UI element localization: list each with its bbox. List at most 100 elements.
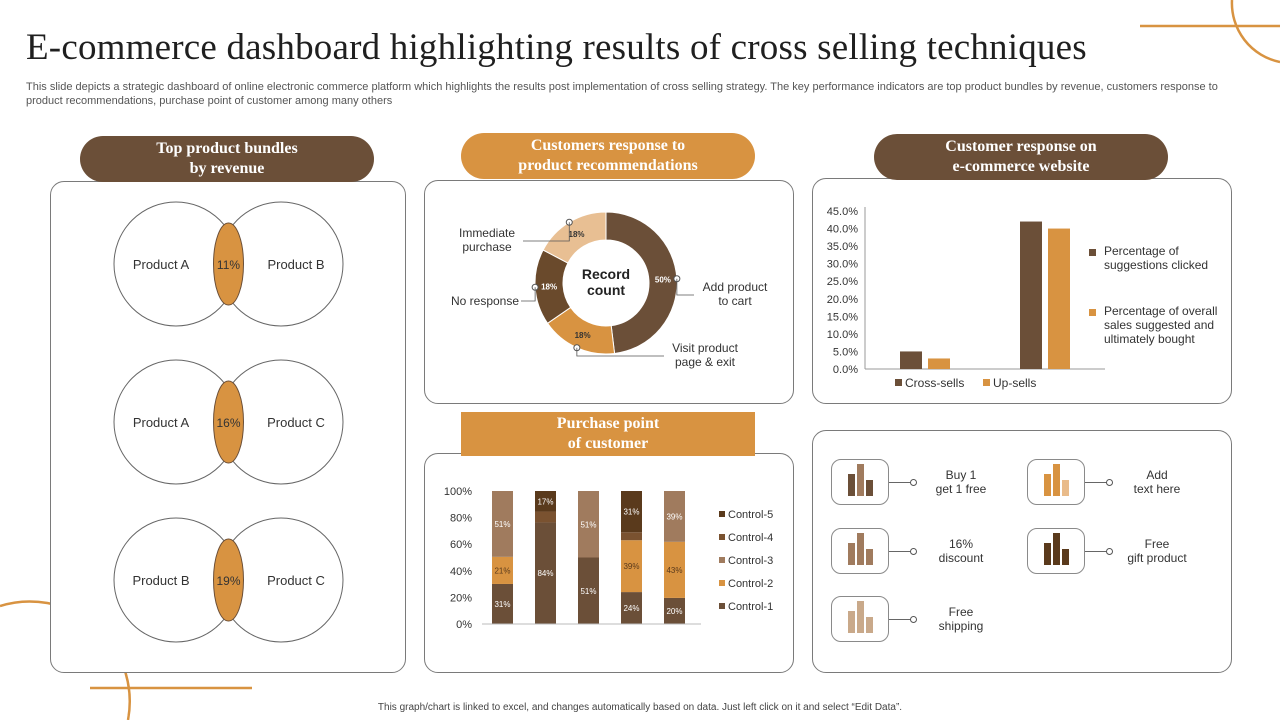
- stack-segment: [664, 541, 685, 598]
- category-legend-swatch: [983, 379, 990, 386]
- y-tick-label: 20.0%: [827, 294, 858, 306]
- donut-value-label: 18%: [575, 331, 591, 340]
- venn-chart: Product A Product B 11% Product A Product C 1…: [113, 201, 344, 643]
- legend-swatch: [719, 603, 725, 609]
- feature-label: 16% discount: [938, 537, 984, 565]
- stack-value-label: 24%: [623, 604, 639, 613]
- feature-label: Buy 1 get 1 free: [935, 468, 987, 496]
- bar-chart-icon: [831, 528, 889, 574]
- donut-slice-label: No response: [451, 294, 519, 308]
- feature-shipping: Free shipping: [831, 596, 1001, 642]
- stack-segment: [578, 491, 599, 558]
- venn-overlap-label: 11%: [217, 258, 240, 272]
- y-tick-label: 100%: [444, 486, 472, 498]
- y-tick-label: 5.0%: [833, 346, 858, 358]
- y-tick-label: 15.0%: [827, 311, 858, 323]
- legend-label: Control-1: [728, 601, 773, 613]
- connector: [1085, 547, 1113, 555]
- purchase-header-text: Purchase point of customer: [556, 415, 660, 452]
- venn-overlap: [213, 380, 244, 464]
- y-tick-label: 40.0%: [827, 224, 858, 236]
- venn-left-label: Product B: [132, 573, 189, 588]
- legend-label: Control-3: [728, 555, 773, 567]
- feature-buy1get1: Buy 1 get 1 free: [831, 459, 1001, 505]
- stack-value-label: 51%: [494, 520, 510, 529]
- bundles-header-text: Top product bundles by revenue: [156, 140, 298, 177]
- venn-overlap: [213, 538, 244, 622]
- website-bar-chart: 0.0% 5.0% 10.0% 15.0% 20.0% 25.0% 30.0% 35.0% 40…: [827, 206, 1218, 390]
- y-tick-label: 25.0%: [827, 276, 858, 288]
- stack-segment: [535, 491, 556, 512]
- category-legend-label: Cross-sells: [905, 376, 964, 390]
- donut-chart: 50% Add product to cart 18% Visit product pag…: [451, 211, 768, 369]
- stack-segment: [621, 491, 642, 533]
- connector: [1085, 478, 1113, 486]
- series-legend-label: Percentage of suggestions clicked: [1104, 244, 1208, 272]
- feature-label: Free gift product: [1127, 537, 1187, 565]
- stack-value-label: 31%: [494, 600, 510, 609]
- donut-value-label: 50%: [655, 276, 671, 285]
- feature-label: Free shipping: [938, 605, 984, 633]
- connector: [889, 478, 917, 486]
- connector: [889, 615, 917, 623]
- series-legend-swatch: [1089, 309, 1096, 316]
- donut-slice-label: Immediate purchase: [459, 226, 515, 254]
- bar: [1020, 221, 1042, 369]
- legend-label: Control-5: [728, 509, 773, 521]
- series-legend-swatch: [1089, 249, 1096, 256]
- donut-leader-line: [523, 222, 570, 242]
- bar-chart-icon: [1027, 459, 1085, 505]
- venn-overlap: [213, 222, 244, 306]
- feature-gift: Free gift product: [1027, 528, 1197, 574]
- stack-segment: [621, 540, 642, 593]
- venn-right-label: Product C: [267, 415, 325, 430]
- y-tick-label: 40%: [450, 566, 472, 578]
- purchase-panel: 0% 20% 40% 60% 80% 100% 31% 21% 51% 84% 17% 51% 51% 2…: [424, 453, 794, 673]
- category-legend-label: Up-sells: [993, 376, 1036, 390]
- donut-leader-line: [521, 287, 536, 302]
- legend-swatch: [719, 580, 725, 586]
- category-legend-swatch: [895, 379, 902, 386]
- stack-segment: [492, 491, 513, 557]
- website-header: Customer response on e-commerce website: [874, 134, 1168, 180]
- features-panel: Buy 1 get 1 free Add text here 16% disco…: [812, 430, 1232, 673]
- donut-center-label: Record count: [582, 266, 630, 298]
- y-tick-label: 0%: [456, 619, 472, 631]
- purchase-header: Purchase point of customer: [461, 412, 755, 456]
- legend-swatch: [719, 557, 725, 563]
- y-tick-label: 0.0%: [833, 364, 858, 376]
- donut-value-label: 18%: [541, 282, 557, 291]
- stack-value-label: 51%: [580, 587, 596, 596]
- donut-leader-line: [576, 347, 664, 357]
- donut-slice-label: Visit product page & exit: [672, 341, 738, 369]
- venn-left-label: Product A: [133, 415, 190, 430]
- stack-value-label: 20%: [666, 607, 682, 616]
- y-tick-label: 45.0%: [827, 206, 858, 218]
- bar: [928, 358, 950, 369]
- y-tick-label: 10.0%: [827, 329, 858, 341]
- y-tick-label: 60%: [450, 539, 472, 551]
- page-title: E-commerce dashboard highlighting result…: [26, 27, 1087, 68]
- stack-value-label: 39%: [623, 562, 639, 571]
- website-panel: 0.0% 5.0% 10.0% 15.0% 20.0% 25.0% 30.0% 35.0% 40…: [812, 178, 1232, 404]
- stack-segment: [621, 532, 642, 541]
- bar: [900, 351, 922, 369]
- stack-value-label: 21%: [494, 566, 510, 575]
- stacked-bar-chart: 0% 20% 40% 60% 80% 100% 31% 21% 51% 84% 17% 51% 51% 2…: [444, 486, 773, 631]
- series-legend-label: Percentage of overall sales suggested and…: [1104, 304, 1217, 346]
- donut-slice-label: Add product to cart: [703, 280, 768, 308]
- stack-value-label: 51%: [580, 520, 596, 529]
- venn-right-label: Product C: [267, 573, 325, 588]
- venn-overlap-label: 16%: [216, 416, 240, 430]
- stack-segment: [578, 557, 599, 624]
- legend-swatch: [719, 511, 725, 517]
- venn-left-label: Product A: [133, 257, 190, 272]
- bar: [1048, 228, 1070, 369]
- venn-overlap-label: 19%: [216, 574, 240, 588]
- bar-chart-icon: [831, 459, 889, 505]
- donut-slice: [605, 211, 678, 355]
- connector: [889, 547, 917, 555]
- stack-segment: [492, 556, 513, 584]
- bundles-panel: Product A Product B 11% Product A Product C 1…: [50, 181, 406, 673]
- footer-note: This graph/chart is linked to excel, and…: [377, 702, 903, 713]
